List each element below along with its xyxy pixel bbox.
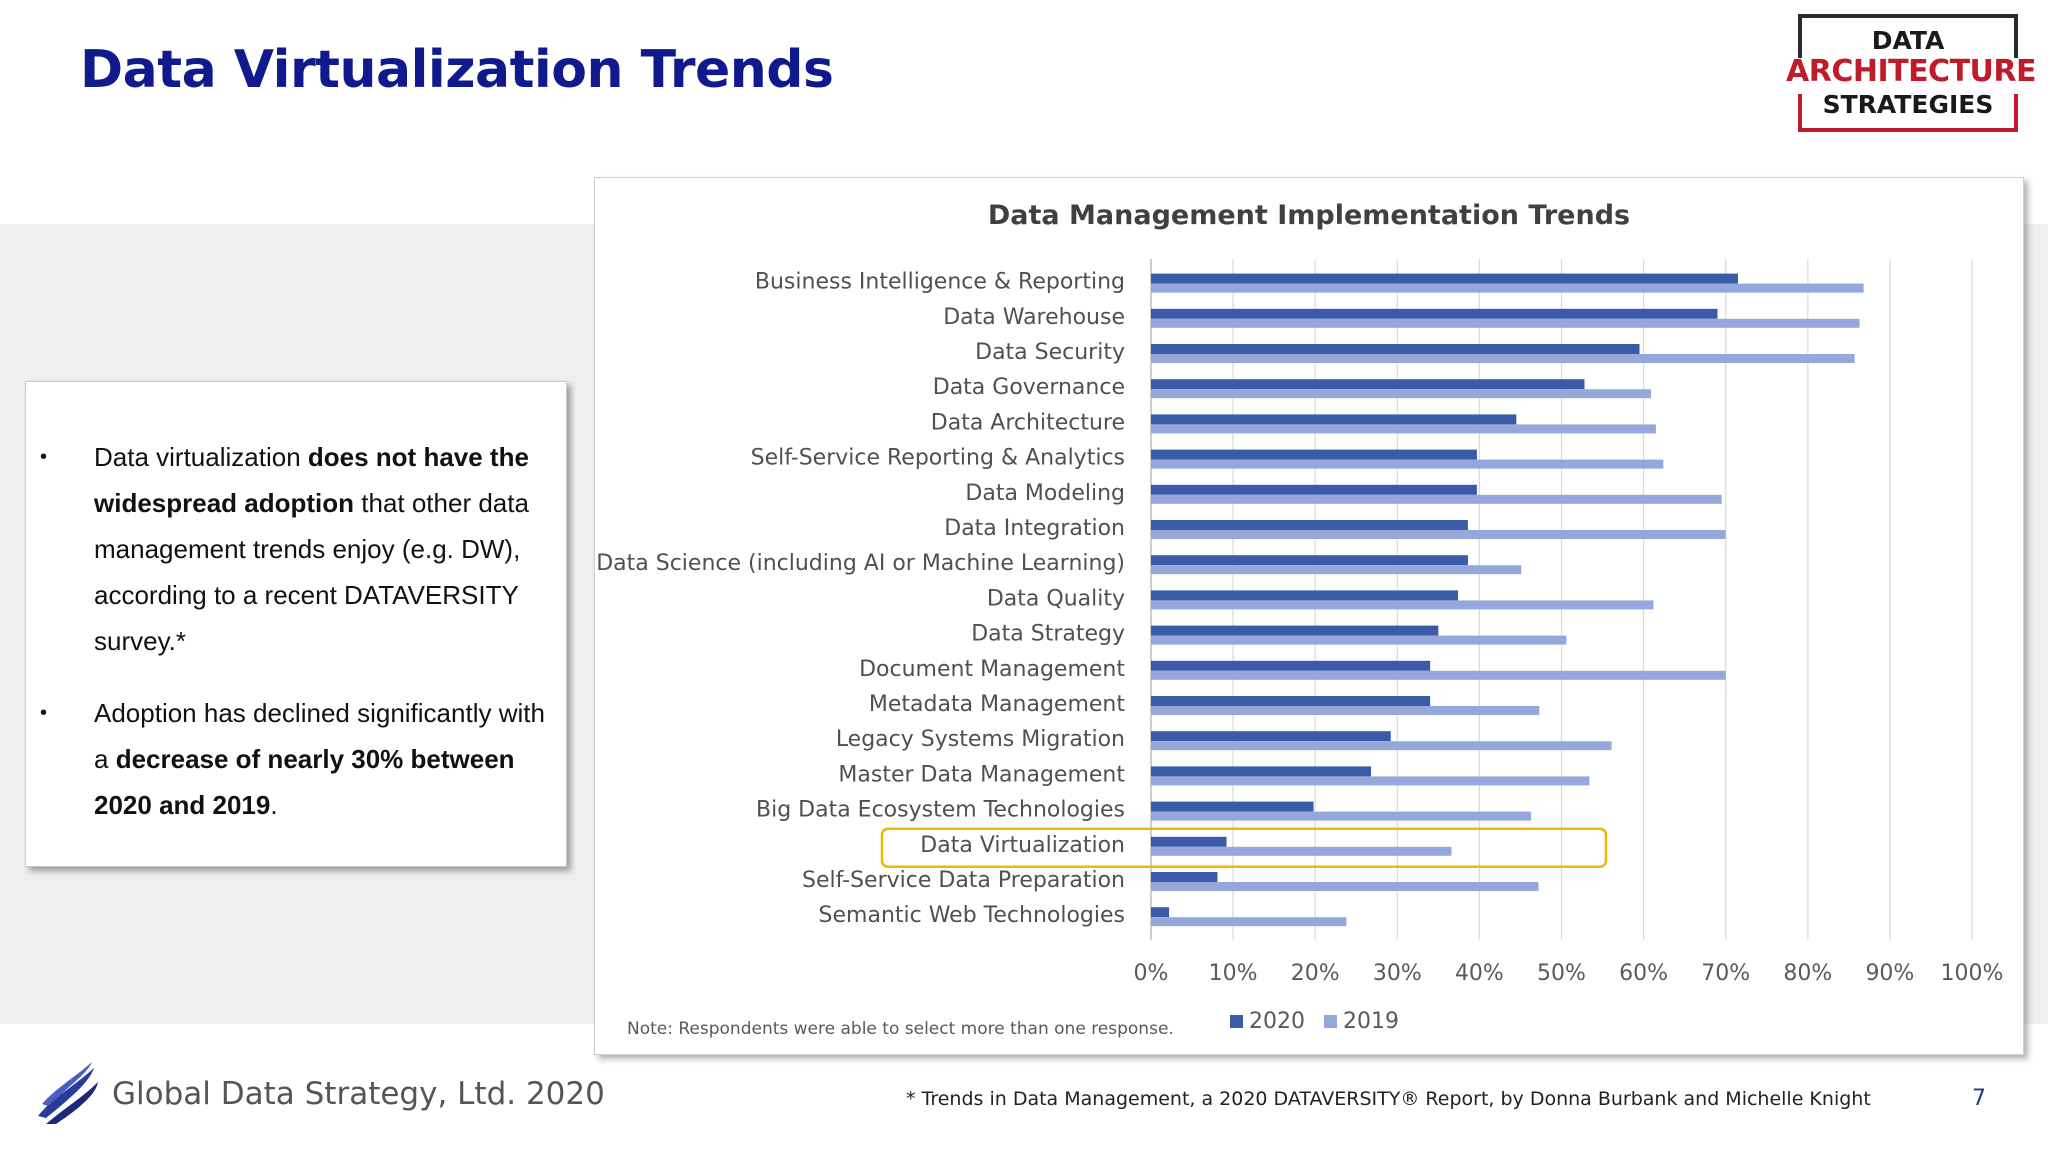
bar-2020 [1151,484,1477,495]
slide-title: Data Virtualization Trends [80,40,834,100]
x-tick-label: 70% [1701,961,1750,986]
bar-2020 [1151,590,1459,601]
legend-swatch-2020 [1230,1015,1243,1028]
bar-2020 [1151,907,1170,918]
legend-label-2020: 2020 [1249,1009,1305,1034]
chart-panel: Data Management Implementation Trends 0% 1… [594,177,2024,1055]
bar-2020 [1151,555,1468,566]
bullet-text: Data virtualization does not have the wi… [94,434,564,664]
bar-2020 [1151,731,1391,742]
category-label: Big Data Ecosystem Technologies [756,798,1125,823]
bullet-dot-icon: • [40,702,48,724]
logo-frame-top [1798,14,2018,58]
bar-2020 [1151,308,1718,319]
category-label: Metadata Management [869,692,1125,717]
category-label: Master Data Management [838,762,1125,787]
bar-2020 [1151,836,1227,847]
bullet-text-run: Data virtualization [94,442,308,472]
bullet-text-run: decrease of nearly 30% between 2020 and … [94,744,515,820]
logo-line-2: ARCHITECTURE [1786,54,2037,89]
bar-2019 [1151,706,1540,715]
x-tick-label: 20% [1291,961,1340,986]
x-tick-label: 30% [1373,961,1422,986]
category-label: Legacy Systems Migration [836,727,1125,752]
bar-2019 [1151,424,1656,434]
x-tick-label: 40% [1455,961,1504,986]
bar-2020 [1151,660,1431,671]
category-label: Data Warehouse [943,305,1125,330]
bar-2020 [1151,520,1468,530]
bar-2020 [1151,801,1314,812]
bar-2020 [1151,273,1739,284]
x-tick-label: 50% [1537,961,1586,986]
footer-company: Global Data Strategy, Ltd. 2020 [112,1076,605,1112]
bar-2019 [1151,776,1590,786]
x-tick-label: 0% [1134,961,1169,986]
bar-2019 [1151,600,1654,610]
chart-title: Data Management Implementation Trends [988,200,1630,231]
bar-2019 [1151,670,1726,680]
logo-line-1: DATA [1871,26,1945,55]
category-label: Self-Service Reporting & Analytics [751,446,1125,471]
bar-2020 [1151,449,1477,460]
category-label: Data Modeling [965,481,1125,506]
category-label: Data Quality [987,586,1125,611]
bullet-text-run: . [270,790,278,820]
summary-text-box: • Data virtualization does not have the … [25,381,567,867]
footnote: * Trends in Data Management, a 2020 DATA… [906,1088,1871,1110]
bar-2020 [1151,872,1218,882]
x-tick-label: 80% [1783,961,1832,986]
page-number: 7 [1972,1086,1986,1111]
category-label: Document Management [859,657,1125,682]
legend-label-2019: 2019 [1343,1009,1399,1034]
bar-2019 [1151,882,1539,891]
category-label: Data Integration [944,516,1125,541]
bullet-text-run: that other data management trends enjoy … [94,488,529,656]
category-label: Data Science (including AI or Machine Le… [596,551,1125,576]
category-label: Data Security [975,340,1125,365]
chart-note: Note: Respondents were able to select mo… [627,1019,1174,1039]
logo-frame-bottom [1798,94,2018,132]
bar-chart: Data Management Implementation Trends 0% 1… [596,200,2004,1039]
bar-2019 [1151,494,1722,504]
data-architecture-strategies-logo: DATA ARCHITECTURE STRATEGIES [1786,14,2037,132]
bar-2019 [1151,846,1452,856]
bar-2020 [1151,766,1372,777]
x-tick-label: 90% [1865,961,1914,986]
bar-2019 [1151,389,1651,399]
category-label: Semantic Web Technologies [819,903,1125,928]
bullet-dot-icon: • [40,446,48,468]
x-tick-label: 60% [1619,961,1668,986]
category-label: Data Governance [933,375,1125,400]
highlight-box [880,827,1608,869]
bullet-text-run: Adoption has declined significantly with… [94,698,545,774]
bar-2020 [1151,414,1517,425]
logo-line-3: STRATEGIES [1822,90,1994,119]
bar-2019 [1151,318,1860,328]
bar-2019 [1151,530,1726,539]
bar-2020 [1151,344,1640,354]
category-label: Self-Service Data Preparation [802,868,1125,893]
bar-2019 [1151,283,1864,293]
bar-2019 [1151,635,1567,645]
legend-swatch-2019 [1324,1015,1337,1028]
category-label: Data Strategy [971,622,1125,647]
bar-2020 [1151,625,1439,636]
category-label: Business Intelligence & Reporting [755,270,1125,295]
bar-2019 [1151,459,1664,469]
x-tick-label: 100% [1941,961,2004,986]
x-tick-label: 10% [1209,961,1258,986]
global-data-strategy-swirl-icon [38,1062,98,1124]
bar-2019 [1151,811,1532,821]
bar-2020 [1151,379,1585,390]
bullet-text: Adoption has declined significantly with… [94,690,564,828]
bar-2019 [1151,565,1522,575]
bar-2019 [1151,354,1855,363]
category-label: Data Virtualization [920,833,1125,858]
bullet-text-run: does not have the widespread adoption [94,442,529,518]
bar-2019 [1151,917,1347,927]
bar-2020 [1151,696,1431,706]
bar-2019 [1151,741,1612,751]
category-label: Data Architecture [931,410,1125,435]
